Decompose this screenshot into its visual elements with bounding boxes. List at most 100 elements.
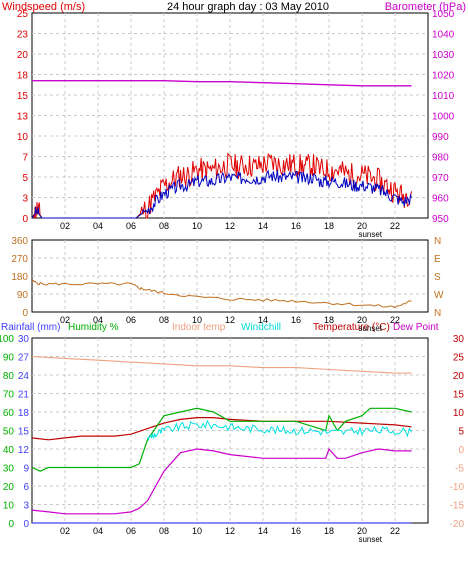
x-tick-label: 16 — [291, 526, 301, 536]
x-tick-label: 08 — [159, 221, 169, 231]
windchill-line — [147, 419, 412, 442]
windspeed-axis-title: Windspeed (m/s) — [2, 1, 85, 13]
compass-label: N — [434, 236, 441, 247]
humidity-tick-label: 20 — [3, 482, 15, 493]
x-tick-label: 08 — [159, 526, 169, 536]
barometer-tick-label: 1040 — [432, 30, 455, 41]
x-tick-label: 12 — [225, 221, 235, 231]
barometer-tick-label: 960 — [432, 194, 449, 205]
x-tick-label: 02 — [60, 526, 70, 536]
x-tick-label: 20 — [357, 526, 367, 536]
compass-label: S — [434, 272, 441, 283]
rainfall-tick-label: 9 — [23, 464, 29, 475]
sunset-label: sunset — [358, 535, 382, 544]
x-tick-label: 18 — [324, 526, 334, 536]
rainfall-tick-label: 21 — [18, 390, 30, 401]
direction-tick-label: 360 — [11, 236, 28, 247]
humidity-tick-label: 80 — [3, 371, 15, 382]
windspeed-tick-label: 3 — [22, 194, 28, 205]
x-tick-label: 16 — [291, 315, 301, 325]
windspeed-tick-label: 7 — [22, 153, 28, 164]
x-tick-label: 14 — [258, 221, 268, 231]
windspeed-tick-label: 5 — [22, 173, 28, 184]
rainfall-label: Rainfall (mm) — [1, 322, 60, 333]
barometer-tick-label: 1020 — [432, 71, 455, 82]
x-tick-label: 16 — [291, 221, 301, 231]
temperature-tick-label: -5 — [455, 464, 464, 475]
temperature-tick-label: 30 — [453, 334, 465, 345]
wind-direction-line — [31, 279, 412, 309]
barometer-tick-label: 950 — [432, 214, 449, 225]
dewpoint-line — [31, 447, 412, 515]
barometer-tick-label: 1000 — [432, 112, 455, 123]
direction-tick-label: 0 — [22, 308, 28, 319]
barometer-tick-label: 1050 — [432, 9, 455, 20]
compass-label: N — [434, 308, 441, 319]
dewpoint-label: Dew Point — [393, 322, 439, 333]
humidity-label: Humidity % — [68, 322, 119, 333]
barometer-tick-label: 1010 — [432, 91, 455, 102]
temperature-tick-label: 20 — [453, 371, 465, 382]
x-tick-label: 04 — [93, 315, 103, 325]
temperature-tick-label: 15 — [453, 390, 465, 401]
temperature-tick-label: -15 — [450, 501, 465, 512]
x-tick-label: 02 — [60, 221, 70, 231]
humidity-tick-label: 0 — [8, 519, 14, 530]
sunset-label: sunset — [358, 324, 382, 333]
windspeed-tick-label: 23 — [17, 30, 29, 41]
barometer-tick-label: 970 — [432, 173, 449, 184]
temperature-tick-label: 5 — [458, 427, 464, 438]
x-tick-label: 14 — [258, 315, 268, 325]
rainfall-tick-label: 18 — [18, 408, 30, 419]
temperature-tick-label: -20 — [450, 519, 465, 530]
humidity-tick-label: 90 — [3, 353, 15, 364]
humidity-tick-label: 60 — [3, 408, 15, 419]
windspeed-tick-label: 18 — [17, 71, 29, 82]
temperature-label: Temperature (°C) — [313, 322, 390, 333]
x-tick-label: 06 — [126, 221, 136, 231]
indoor-temp-label: Indoor temp — [172, 322, 226, 333]
windspeed-tick-label: 20 — [17, 50, 29, 61]
x-tick-label: 10 — [192, 221, 202, 231]
x-tick-label: 10 — [192, 526, 202, 536]
barometer-tick-label: 1030 — [432, 50, 455, 61]
direction-tick-label: 180 — [11, 272, 28, 283]
windspeed-tick-label: 25 — [17, 9, 29, 20]
x-tick-label: 12 — [225, 526, 235, 536]
temperature-tick-label: 10 — [453, 408, 465, 419]
rainfall-tick-label: 15 — [18, 427, 30, 438]
x-tick-label: 22 — [390, 526, 400, 536]
x-tick-label: 14 — [258, 526, 268, 536]
compass-label: E — [434, 254, 441, 265]
rainfall-tick-label: 24 — [18, 371, 30, 382]
barometer-line — [32, 79, 412, 87]
temperature-tick-label: -10 — [450, 482, 465, 493]
wind-gust-line — [31, 152, 412, 219]
wind-average-line — [31, 169, 412, 219]
rainfall-tick-label: 3 — [23, 501, 29, 512]
x-tick-label: 08 — [159, 315, 169, 325]
windspeed-tick-label: 13 — [17, 112, 29, 123]
windspeed-tick-label: 15 — [17, 91, 29, 102]
humidity-tick-label: 70 — [3, 390, 15, 401]
x-tick-label: 12 — [225, 315, 235, 325]
windspeed-tick-label: 10 — [17, 132, 29, 143]
temperature-tick-label: 0 — [458, 445, 464, 456]
x-tick-label: 22 — [390, 315, 400, 325]
x-tick-label: 20 — [357, 221, 367, 231]
humidity-tick-label: 30 — [3, 464, 15, 475]
direction-tick-label: 90 — [17, 290, 29, 301]
x-tick-label: 10 — [192, 315, 202, 325]
rainfall-tick-label: 12 — [18, 445, 30, 456]
rainfall-tick-label: 30 — [18, 334, 30, 345]
compass-label: W — [434, 290, 444, 301]
x-tick-label: 06 — [126, 526, 136, 536]
windchill-label: Windchill — [241, 322, 281, 333]
barometer-tick-label: 980 — [432, 153, 449, 164]
temperature-tick-label: 25 — [453, 353, 465, 364]
x-tick-label: 20 — [357, 315, 367, 325]
x-tick-label: 06 — [126, 315, 136, 325]
humidity-tick-label: 50 — [3, 427, 15, 438]
